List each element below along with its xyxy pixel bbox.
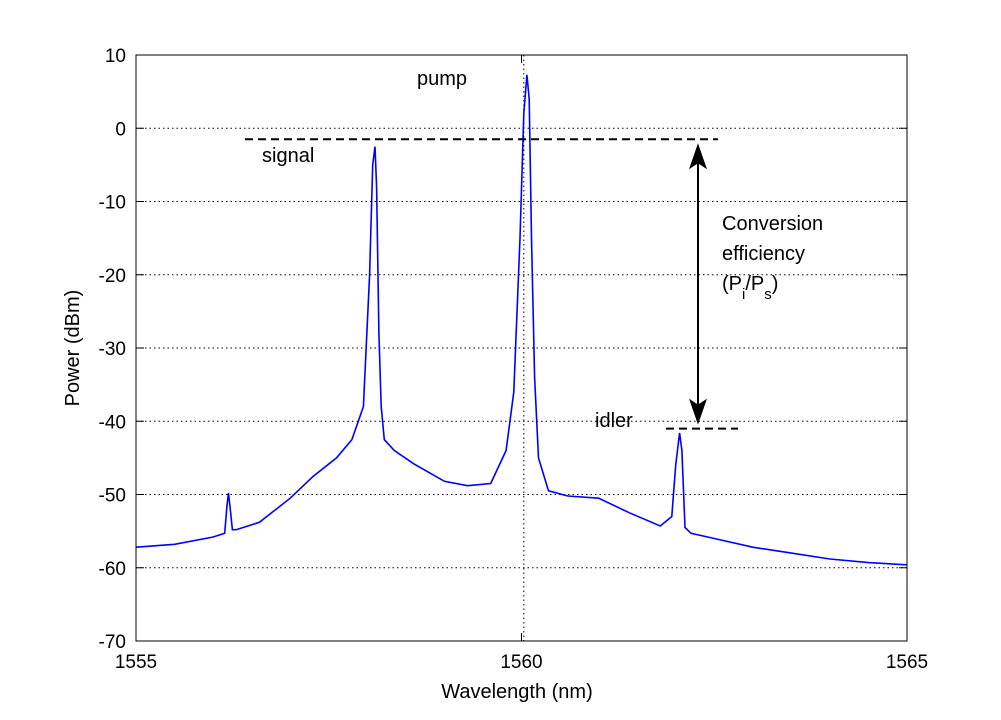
- y-tick-label: -40: [99, 412, 126, 433]
- signal-label: signal: [262, 145, 314, 167]
- x-tick-label: 1560: [500, 652, 542, 673]
- pump-label: pump: [417, 68, 467, 90]
- y-tick-label: -10: [99, 193, 126, 214]
- y-tick-label: -60: [99, 559, 126, 580]
- y-tick-label: -20: [99, 266, 126, 287]
- ratio-p1: P: [729, 273, 742, 295]
- conversion-label-line1: Conversion: [722, 213, 823, 235]
- y-tick-label: 0: [115, 119, 126, 140]
- y-tick-label: -70: [99, 632, 126, 653]
- ratio-sub1: i: [742, 286, 745, 303]
- y-tick-label: -30: [99, 339, 126, 360]
- x-axis-label: Wavelength (nm): [441, 681, 593, 703]
- conversion-arrow-head-top: [689, 143, 707, 170]
- x-tick-label: 1555: [115, 652, 157, 673]
- idler-label: idler: [595, 410, 633, 432]
- annotations: pump signal idler Conversion efficiency …: [245, 68, 823, 432]
- y-tick-label: 10: [105, 46, 126, 67]
- ratio-p2: P: [751, 273, 764, 295]
- y-axis-label: Power (dBm): [62, 290, 84, 407]
- ratio-sub2: s: [764, 286, 772, 303]
- conversion-arrow-head-bottom: [689, 398, 707, 425]
- x-tick-label: 1565: [886, 652, 928, 673]
- conversion-label-line2: efficiency: [722, 243, 805, 265]
- y-tick-label: -50: [99, 486, 126, 507]
- series-line: [135, 74, 908, 566]
